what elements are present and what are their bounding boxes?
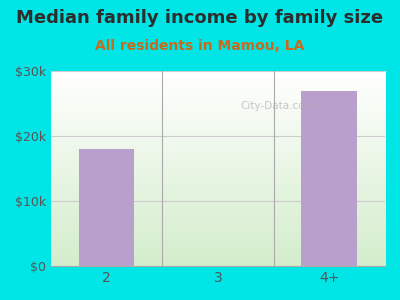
- Text: Median family income by family size: Median family income by family size: [16, 9, 384, 27]
- Bar: [302, 91, 357, 266]
- Text: All residents in Mamou, LA: All residents in Mamou, LA: [95, 39, 305, 53]
- Text: City-Data.com: City-Data.com: [241, 101, 316, 111]
- Bar: [79, 149, 134, 266]
